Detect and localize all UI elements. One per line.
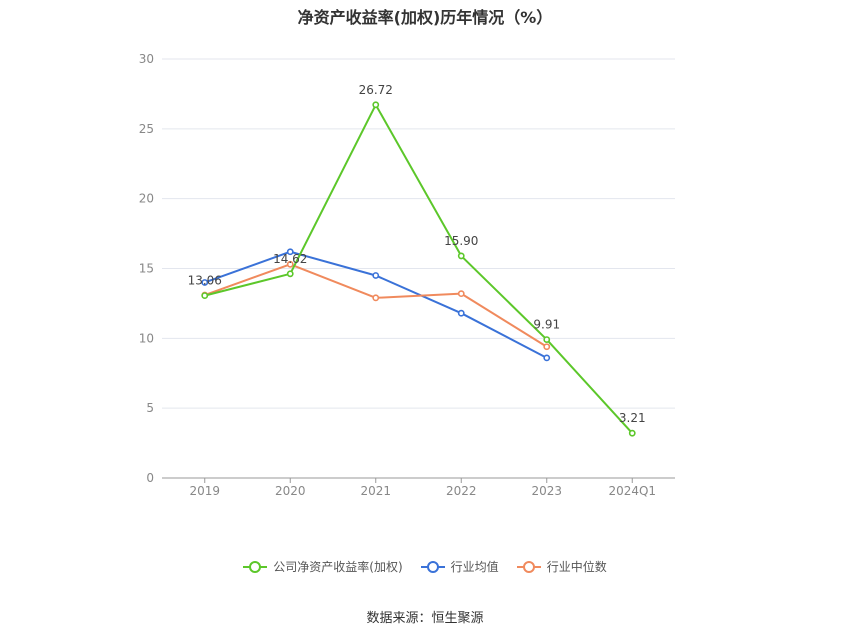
- legend-marker: [249, 560, 262, 573]
- data-point: [628, 429, 636, 437]
- data-point: [286, 248, 294, 256]
- data-point: [457, 309, 465, 317]
- data-point: [457, 290, 465, 298]
- legend-item[interactable]: 行业均值: [420, 558, 499, 575]
- data-label: 3.21: [619, 411, 646, 425]
- x-tick-label: 2022: [446, 484, 477, 498]
- legend-swatch: [420, 560, 445, 573]
- data-point: [372, 101, 380, 109]
- y-tick-label: 20: [139, 192, 154, 206]
- legend-item[interactable]: 公司净资产收益率(加权): [243, 558, 403, 575]
- data-point: [543, 336, 551, 343]
- data-point: [543, 343, 551, 351]
- data-point: [201, 292, 209, 299]
- chart-title: 净资产收益率(加权)历年情况（%）: [297, 8, 553, 27]
- data-label: 26.72: [359, 83, 393, 97]
- data-point: [372, 272, 380, 279]
- legend: 公司净资产收益率(加权) 行业均值 行业中位数: [0, 558, 850, 575]
- legend-swatch: [516, 560, 541, 573]
- y-tick-label: 0: [146, 471, 154, 485]
- data-point: [201, 279, 209, 286]
- x-tick-label: 2019: [189, 484, 220, 498]
- x-tick-label: 2023: [531, 484, 562, 498]
- y-tick-label: 30: [139, 52, 154, 66]
- data-point: [457, 252, 465, 260]
- y-tick-label: 25: [139, 122, 154, 136]
- data-label: 13.06: [188, 274, 222, 288]
- data-point: [372, 294, 380, 302]
- data-label: 9.91: [533, 318, 560, 332]
- legend-marker: [426, 560, 439, 573]
- y-tick-label: 15: [139, 262, 154, 276]
- y-tick-label: 10: [139, 331, 154, 345]
- data-label: 15.90: [444, 234, 478, 248]
- legend-item[interactable]: 行业中位数: [516, 558, 607, 575]
- data-point: [286, 260, 294, 268]
- legend-label: 行业均值: [450, 560, 499, 574]
- y-tick-label: 5: [146, 401, 154, 415]
- source-note: 数据来源：恒生聚源: [366, 611, 484, 626]
- data-point: [286, 270, 294, 278]
- legend-label: 行业中位数: [546, 560, 607, 574]
- legend-swatch: [243, 560, 268, 573]
- x-tick-label: 2021: [360, 484, 391, 498]
- legend-label: 公司净资产收益率(加权): [273, 560, 403, 574]
- x-tick-label: 2024Q1: [608, 484, 656, 498]
- legend-marker: [522, 560, 535, 573]
- data-label: 14.62: [273, 252, 307, 266]
- x-tick-label: 2020: [275, 484, 306, 498]
- series-line: [204, 103, 633, 434]
- series-line: [204, 250, 548, 359]
- data-point: [543, 354, 551, 362]
